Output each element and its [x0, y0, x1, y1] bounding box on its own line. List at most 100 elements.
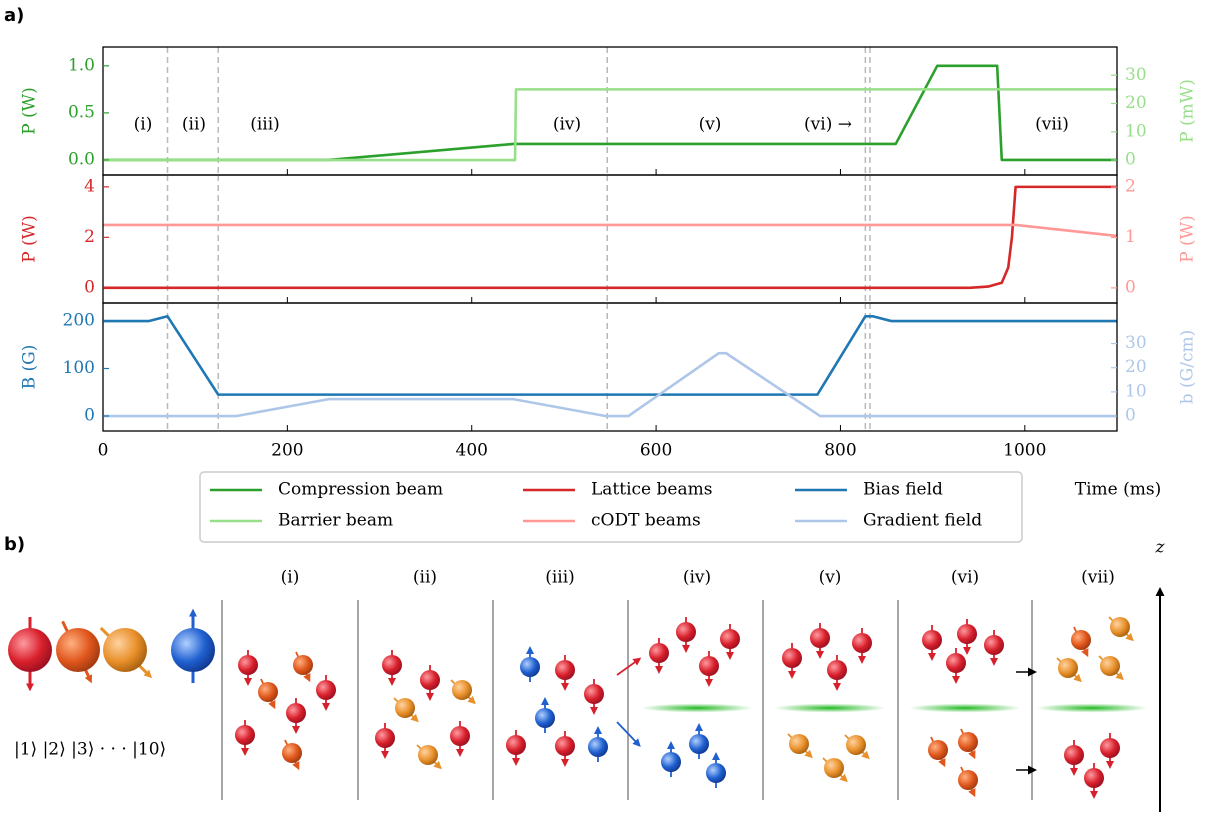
state-labels: |1⟩ |2⟩ |3⟩ · · · |10⟩ [14, 740, 166, 760]
atom [8, 628, 52, 672]
column-label: (v) [819, 568, 842, 588]
atom [535, 708, 555, 728]
atom [946, 653, 966, 673]
series-line [103, 64, 1117, 162]
y2-tick-label: 10 [1125, 121, 1147, 141]
atom [827, 660, 847, 680]
phase-label: (iv) [553, 115, 581, 135]
phase-label: (i) [134, 115, 153, 135]
series-line [103, 351, 1117, 418]
legend-label: Barrier beam [278, 511, 393, 531]
atom [922, 630, 942, 650]
y2-tick-label: 1 [1125, 227, 1136, 247]
atom [584, 684, 604, 704]
atom [555, 736, 575, 756]
atom [258, 682, 278, 702]
phase-label: (vi) → [804, 115, 852, 135]
y2-tick-label: 30 [1125, 65, 1147, 85]
y2-axis-label: P (W) [1178, 215, 1198, 263]
split-arrow [616, 721, 641, 747]
y2-tick-label: 20 [1125, 357, 1147, 377]
atom [1100, 738, 1120, 758]
atom [984, 635, 1004, 655]
atom [452, 680, 472, 700]
atom [588, 737, 608, 757]
atom [958, 770, 978, 790]
light-sheet [641, 703, 753, 713]
y2-tick-label: 0 [1125, 406, 1136, 426]
legend-label: Bias field [863, 480, 943, 500]
atom [1058, 658, 1078, 678]
z-axis-label: z [1155, 538, 1166, 558]
panel-label: a) [4, 5, 24, 26]
y2-tick-label: 2 [1125, 177, 1136, 197]
phase-label: (v) [699, 115, 722, 135]
x-tick-label: 400 [456, 441, 488, 461]
x-tick-label: 200 [271, 441, 303, 461]
atom [689, 734, 709, 754]
series-line [103, 223, 1118, 238]
atom [286, 703, 306, 723]
y2-tick-label: 10 [1125, 381, 1147, 401]
light-sheet [1036, 703, 1148, 713]
y-tick-label: 4 [84, 176, 95, 196]
y-axis-label: B (G) [20, 345, 40, 390]
atom [382, 655, 402, 675]
atom [1064, 745, 1084, 765]
split-arrow [616, 657, 642, 676]
column-label: (i) [281, 568, 300, 588]
atom [395, 698, 415, 718]
atom [293, 655, 313, 675]
x-tick-label: 800 [824, 441, 856, 461]
atom [1071, 630, 1091, 650]
y-tick-label: 200 [63, 311, 95, 331]
light-sheet [774, 703, 886, 713]
legend-label: Lattice beams [591, 480, 712, 500]
panel-label: b) [4, 534, 25, 555]
y2-tick-label: 0 [1125, 277, 1136, 297]
column-label: (iii) [545, 568, 575, 588]
y-axis-label: P (W) [20, 87, 40, 135]
column-label: (iv) [683, 568, 711, 588]
x-tick-label: 600 [640, 441, 672, 461]
atom [238, 655, 258, 675]
y2-axis-label: b (G/cm) [1178, 330, 1198, 405]
y-tick-label: 0.5 [68, 102, 95, 122]
series-line [103, 185, 1117, 290]
atom [928, 740, 948, 760]
atom [1084, 768, 1104, 788]
y-tick-label: 0 [84, 405, 95, 425]
atom [852, 633, 872, 653]
legend-label: cODT beams [591, 511, 701, 531]
atom [846, 735, 866, 755]
atom [824, 758, 844, 778]
column-label: (vii) [1081, 568, 1115, 588]
x-axis-label: Time (ms) [1075, 480, 1161, 500]
atom [555, 660, 575, 680]
atom [958, 732, 978, 752]
y2-tick-label: 30 [1125, 333, 1147, 353]
phase-label: (ii) [182, 115, 206, 135]
atom [171, 628, 215, 672]
atom [418, 745, 438, 765]
atom [706, 763, 726, 783]
x-tick-label: 1000 [1003, 441, 1046, 461]
atom [520, 657, 540, 677]
y-tick-label: 1.0 [68, 55, 95, 75]
atom [720, 629, 740, 649]
y2-axis-label: P (mW) [1178, 79, 1198, 143]
atom [1110, 617, 1130, 637]
atom [1100, 656, 1120, 676]
series-line [103, 314, 1117, 396]
atom [316, 680, 336, 700]
y-tick-label: 2 [84, 227, 95, 247]
column-label: (ii) [413, 568, 437, 588]
y-tick-label: 0.0 [68, 149, 95, 169]
atom [957, 624, 977, 644]
atom [676, 622, 696, 642]
light-sheet [909, 703, 1021, 713]
atom [506, 735, 526, 755]
legend-label: Compression beam [278, 480, 443, 500]
y-tick-label: 100 [63, 358, 95, 378]
